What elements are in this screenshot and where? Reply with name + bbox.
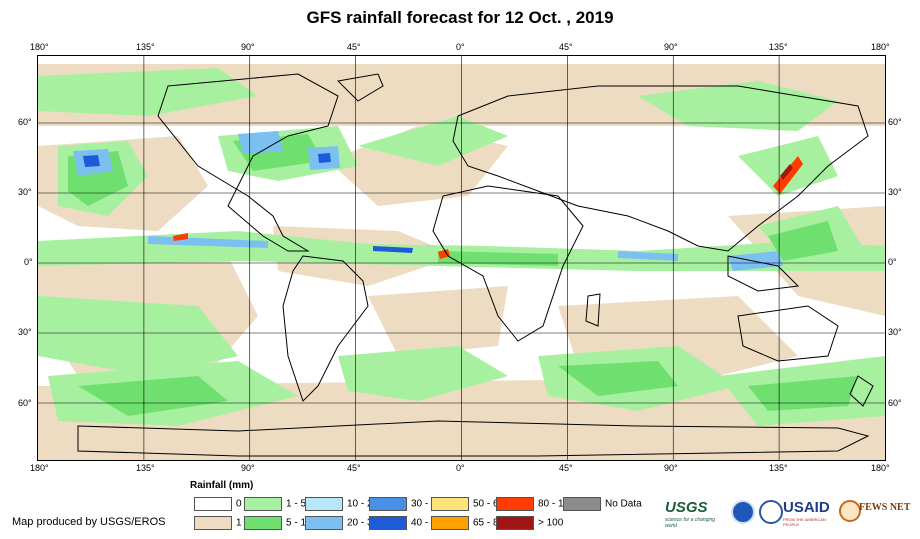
legend-label: 5 - 10 — [286, 517, 312, 529]
legend-item: 10 - 20 — [305, 497, 378, 511]
legend-label: 65 - 80 — [473, 517, 505, 529]
lon-label-bottom: 45° — [559, 463, 573, 473]
lon-label-top: 45° — [347, 42, 361, 52]
fews-net-logo-text: FEWS NET — [859, 502, 911, 513]
legend-item: 80 - 100 — [496, 497, 575, 511]
lat-label-left: 30° — [18, 187, 32, 197]
legend-swatch — [305, 497, 343, 511]
north-america-outline — [157, 73, 339, 252]
agency-logos: USGS science for a changing world USAID … — [665, 497, 915, 529]
legend-swatch — [305, 516, 343, 530]
lon-label-top: 135° — [769, 42, 788, 52]
legend-item: > 100 — [496, 516, 563, 530]
lat-label-right: 30° — [888, 187, 902, 197]
legend-swatch — [431, 497, 469, 511]
legend-item: 40 - 50 — [369, 516, 442, 530]
lon-label-bottom: 90° — [664, 463, 678, 473]
australia-outline — [737, 305, 839, 362]
legend-label: 1 - 5 — [286, 498, 307, 510]
lon-label-bottom: 135° — [136, 463, 155, 473]
map-title: GFS rainfall forecast for 12 Oct. , 2019 — [306, 8, 614, 27]
legend-swatch — [194, 516, 232, 530]
madagascar-outline — [585, 293, 601, 327]
legend-label: 50 - 65 — [473, 498, 505, 510]
lon-label-bottom: 135° — [769, 463, 788, 473]
legend-swatch — [563, 497, 601, 511]
rainfall-map-canvas — [38, 56, 885, 460]
legend-label: 80 - 100 — [538, 498, 575, 510]
lat-label-left: 60° — [18, 117, 32, 127]
lon-label-top: 180° — [30, 42, 49, 52]
legend-item: No Data — [563, 497, 642, 511]
lon-label-top: 90° — [664, 42, 678, 52]
lat-label-right: 30° — [888, 327, 902, 337]
legend-item: 1 - 5 — [244, 497, 306, 511]
legend-label: > 100 — [538, 517, 564, 529]
legend-swatch — [369, 516, 407, 530]
greenland-outline — [336, 73, 384, 102]
coastlines — [77, 73, 874, 457]
new-zealand-outline — [849, 375, 874, 407]
fews-net-logo-icon — [839, 500, 861, 522]
lat-label-left: 60° — [18, 398, 32, 408]
usaid-tagline: FROM THE AMERICAN PEOPLE — [783, 517, 826, 527]
legend-item: 50 - 65 — [431, 497, 504, 511]
legend-label: 20 - 30 — [347, 517, 379, 529]
legend-label: 40 - 50 — [411, 517, 443, 529]
lon-label-top: 135° — [136, 42, 155, 52]
lon-label-bottom: 180° — [871, 463, 890, 473]
lon-label-top: 45° — [559, 42, 573, 52]
legend-swatch — [496, 497, 534, 511]
legend-item: 30 - 40 — [369, 497, 442, 511]
legend-swatch — [244, 497, 282, 511]
lat-label-right: 60° — [888, 398, 902, 408]
legend-item: 20 - 30 — [305, 516, 378, 530]
rain-5-10-layer — [68, 134, 858, 416]
lat-label-right: 60° — [888, 117, 902, 127]
legend-title: Rainfall (mm) — [190, 480, 254, 491]
rain-over-100-layer — [780, 164, 793, 180]
lat-label-right: 0° — [888, 257, 897, 267]
usgs-logo: USGS science for a changing world — [665, 499, 727, 529]
eurasia-outline — [452, 85, 869, 252]
rainfall-map — [37, 55, 886, 461]
rain-80-100-layer — [173, 156, 803, 259]
legend-label: 1 — [236, 517, 242, 529]
usgs-logo-text: USGS — [665, 499, 708, 516]
lon-label-top: 90° — [241, 42, 255, 52]
south-america-outline — [282, 255, 369, 402]
legend-item: 65 - 80 — [431, 516, 504, 530]
legend-swatch — [369, 497, 407, 511]
lon-label-top: 180° — [871, 42, 890, 52]
legend-label: 10 - 20 — [347, 498, 379, 510]
legend-swatch — [431, 516, 469, 530]
usaid-logo: USAID FROM THE AMERICAN PEOPLE — [783, 499, 839, 527]
legend-swatch — [496, 516, 534, 530]
legend-label: 30 - 40 — [411, 498, 443, 510]
lon-label-top: 0° — [456, 42, 465, 52]
noaa-logo-icon — [731, 500, 755, 524]
usaid-logo-text: USAID — [783, 499, 830, 516]
antarctica-outline — [77, 420, 870, 457]
maritime-asia-outline — [727, 255, 800, 292]
lat-label-left: 30° — [18, 327, 32, 337]
lon-label-bottom: 180° — [30, 463, 49, 473]
credit-text: Map produced by USGS/EROS — [12, 516, 166, 528]
lon-label-bottom: 0° — [456, 463, 465, 473]
legend-item: 0 — [194, 497, 242, 511]
lon-label-bottom: 45° — [347, 463, 361, 473]
lon-label-bottom: 90° — [241, 463, 255, 473]
legend-item: 5 - 10 — [244, 516, 312, 530]
lat-label-left: 0° — [24, 257, 33, 267]
legend-swatch — [194, 497, 232, 511]
usaid-seal-icon — [759, 500, 783, 524]
legend-label: 0 — [236, 498, 242, 510]
usgs-tagline: science for a changing world — [665, 517, 716, 529]
graticule — [38, 56, 885, 460]
legend-label: No Data — [605, 498, 642, 510]
rain-40-50-layer — [83, 153, 413, 253]
legend-item: 1 — [194, 516, 242, 530]
legend-swatch — [244, 516, 282, 530]
